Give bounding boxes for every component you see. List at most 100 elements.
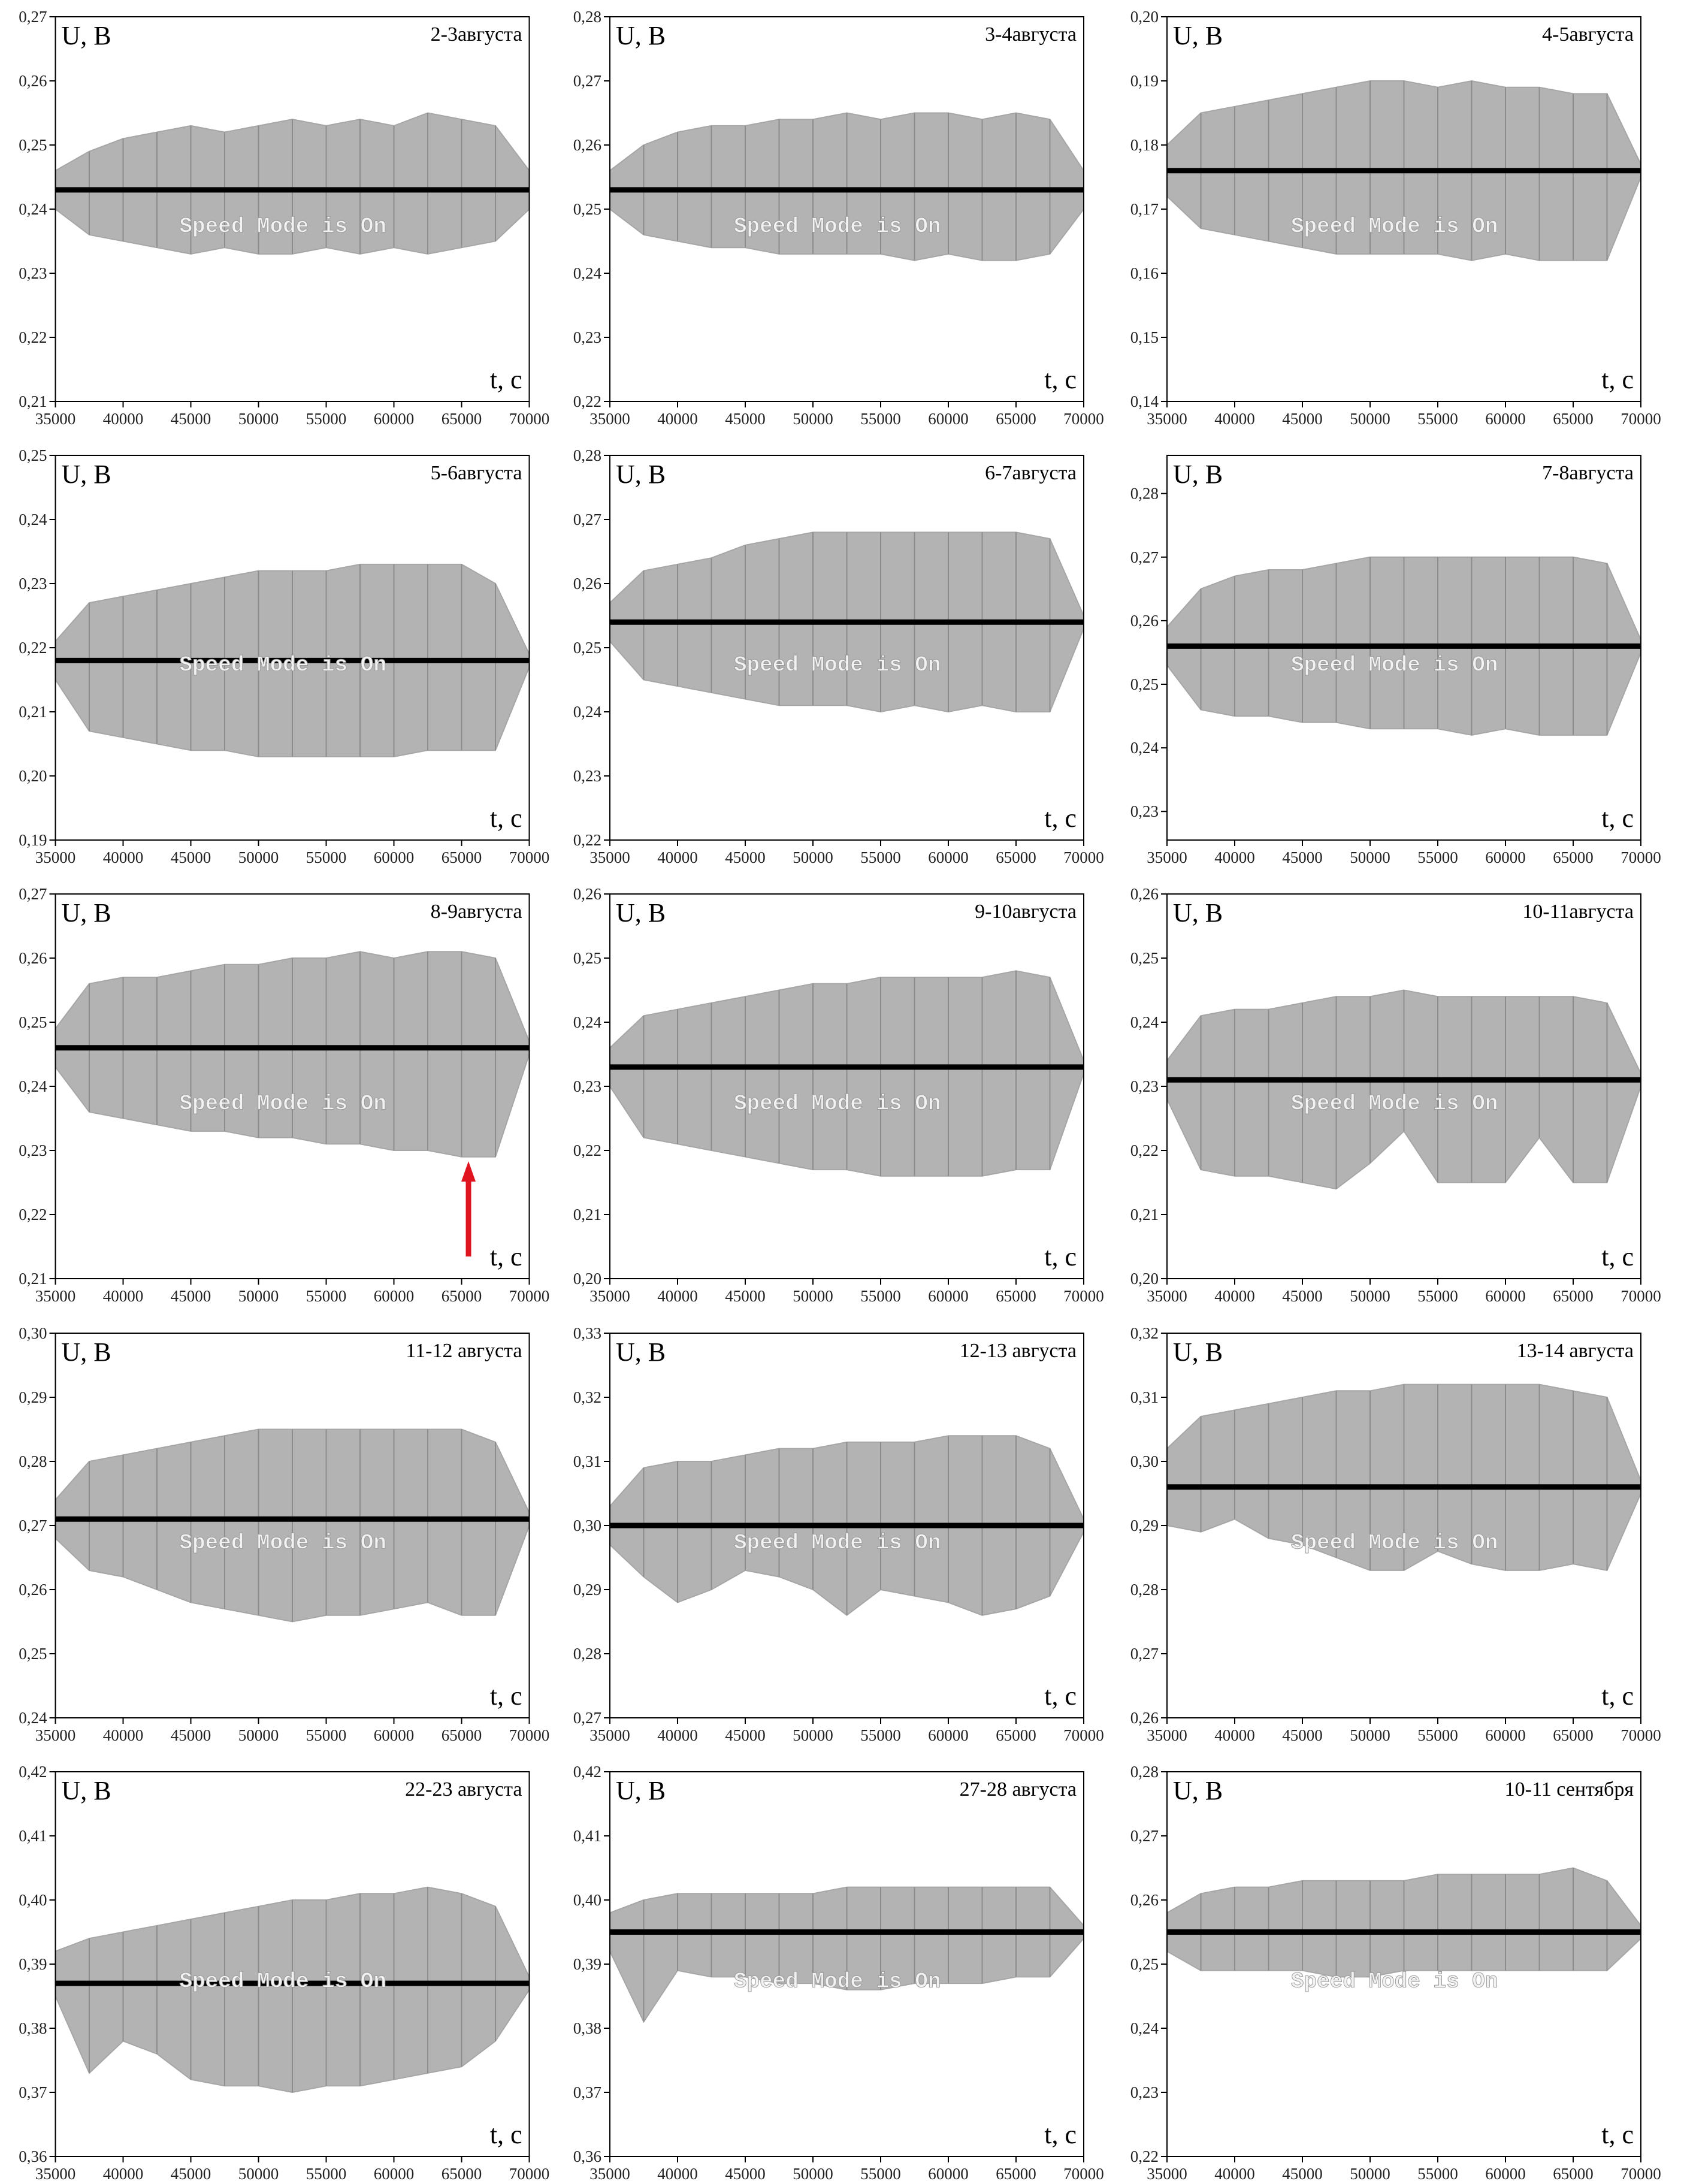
- y-tick-label: 0,24: [19, 1077, 47, 1095]
- y-axis-label: U, В: [616, 21, 666, 50]
- y-tick-label: 0,24: [573, 703, 602, 721]
- y-tick-label: 0,26: [1130, 1709, 1159, 1727]
- x-tick-label: 40000: [103, 848, 144, 866]
- panel-title: 27-28 августа: [960, 1778, 1077, 1801]
- y-tick-label: 0,29: [573, 1581, 601, 1599]
- x-axis-label: t, с: [490, 1242, 522, 1271]
- x-tick-label: 35000: [589, 1287, 630, 1305]
- x-tick-label: 55000: [306, 410, 347, 428]
- x-tick-label: 70000: [509, 848, 550, 866]
- x-tick-label: 45000: [725, 848, 766, 866]
- y-tick-label: 0,29: [1130, 1517, 1159, 1534]
- x-tick-label: 55000: [860, 1726, 901, 1744]
- y-tick-label: 0,27: [1130, 548, 1159, 566]
- x-tick-label: 70000: [1063, 410, 1104, 428]
- watermark: Speed Mode is On: [179, 1969, 386, 1994]
- x-tick-label: 65000: [996, 410, 1036, 428]
- x-tick-label: 45000: [725, 1287, 766, 1305]
- plot-area: [55, 1886, 530, 2094]
- y-tick-label: 0,28: [1130, 1581, 1159, 1599]
- y-tick-label: 0,27: [19, 8, 47, 26]
- y-tick-label: 0,32: [573, 1388, 601, 1406]
- x-tick-label: 60000: [928, 1287, 969, 1305]
- x-tick-label: 65000: [442, 410, 482, 428]
- y-tick-label: 0,28: [573, 8, 601, 26]
- plot-area: [1167, 1383, 1641, 1572]
- x-tick-label: 35000: [1147, 1287, 1187, 1305]
- x-tick-label: 40000: [1214, 1726, 1255, 1744]
- panel: 0,22 0,23 0,24 0,25 0,26 0,27 0,28 35000 40000 45…: [573, 446, 1104, 866]
- x-tick-label: 60000: [374, 410, 415, 428]
- x-tick-label: 50000: [1350, 2165, 1390, 2183]
- y-tick-label: 0,21: [573, 1206, 601, 1224]
- y-axis-label: U, В: [1173, 21, 1223, 50]
- y-tick-label: 0,16: [1130, 264, 1159, 282]
- x-axis-label: t, с: [490, 2120, 522, 2149]
- y-tick-label: 0,21: [19, 703, 47, 721]
- x-tick-label: 55000: [860, 410, 901, 428]
- x-tick-label: 35000: [1147, 2165, 1187, 2183]
- x-axis-label: t, с: [1044, 1681, 1077, 1711]
- plot-area: [1167, 80, 1641, 261]
- panel-title: 8-9августа: [431, 901, 522, 923]
- y-axis-label: U, В: [616, 460, 666, 489]
- x-tick-label: 45000: [1282, 848, 1323, 866]
- y-tick-label: 0,36: [19, 2147, 47, 2165]
- panel-title: 6-7августа: [985, 462, 1077, 484]
- watermark: Speed Mode is On: [734, 215, 941, 239]
- plot-area: [610, 1886, 1084, 2023]
- x-tick-label: 40000: [1214, 410, 1255, 428]
- y-tick-label: 0,25: [19, 1645, 47, 1663]
- plot-area: [610, 1435, 1084, 1617]
- y-tick-label: 0,33: [573, 1324, 601, 1342]
- x-tick-label: 65000: [996, 1726, 1036, 1744]
- y-tick-label: 0,28: [1130, 485, 1159, 503]
- x-tick-label: 40000: [103, 1726, 144, 1744]
- red-arrow: [461, 1161, 476, 1256]
- panel: 0,26 0,27 0,28 0,29 0,30 0,31 0,32 35000 40000 45…: [1130, 1324, 1661, 1744]
- x-tick-label: 65000: [1553, 848, 1594, 866]
- y-axis-label: U, В: [616, 1776, 666, 1805]
- y-tick-label: 0,36: [573, 2147, 601, 2165]
- y-tick-label: 0,30: [573, 1517, 601, 1534]
- x-tick-label: 55000: [1417, 1726, 1458, 1744]
- x-tick-label: 45000: [1282, 1726, 1323, 1744]
- x-tick-label: 50000: [793, 410, 833, 428]
- x-axis-label: t, с: [1044, 2120, 1077, 2149]
- y-tick-label: 0,25: [19, 1013, 47, 1031]
- x-tick-label: 65000: [442, 848, 482, 866]
- x-tick-label: 60000: [374, 2165, 415, 2183]
- plot-area: [55, 951, 530, 1158]
- y-tick-label: 0,22: [573, 831, 601, 849]
- y-tick-label: 0,25: [573, 200, 601, 218]
- x-tick-label: 40000: [103, 410, 144, 428]
- watermark: Speed Mode is On: [734, 1092, 941, 1116]
- y-tick-label: 0,20: [573, 1270, 601, 1288]
- x-tick-label: 60000: [928, 1726, 969, 1744]
- x-tick-label: 55000: [1417, 410, 1458, 428]
- y-tick-label: 0,27: [573, 72, 601, 90]
- x-tick-label: 65000: [996, 1287, 1036, 1305]
- x-tick-label: 45000: [1282, 2165, 1323, 2183]
- x-tick-label: 40000: [657, 2165, 698, 2183]
- y-tick-label: 0,28: [573, 1645, 601, 1663]
- x-tick-label: 70000: [1063, 848, 1104, 866]
- y-tick-label: 0,26: [573, 136, 601, 154]
- panel-title: 5-6августа: [431, 462, 522, 484]
- x-tick-label: 60000: [1485, 2165, 1526, 2183]
- x-axis-label: t, с: [1601, 365, 1634, 394]
- y-tick-label: 0,26: [573, 885, 601, 903]
- y-axis-label: U, В: [62, 460, 111, 489]
- x-tick-label: 65000: [996, 848, 1036, 866]
- y-tick-label: 0,40: [19, 1891, 47, 1909]
- y-tick-label: 0,42: [19, 1763, 47, 1781]
- watermark: Speed Mode is On: [179, 215, 386, 239]
- y-tick-label: 0,20: [1130, 8, 1159, 26]
- x-tick-label: 35000: [35, 848, 76, 866]
- plot-area: [55, 1428, 530, 1623]
- y-tick-label: 0,40: [573, 1891, 601, 1909]
- x-tick-label: 55000: [860, 2165, 901, 2183]
- y-axis-label: U, В: [1173, 1776, 1223, 1805]
- y-tick-label: 0,27: [19, 885, 47, 903]
